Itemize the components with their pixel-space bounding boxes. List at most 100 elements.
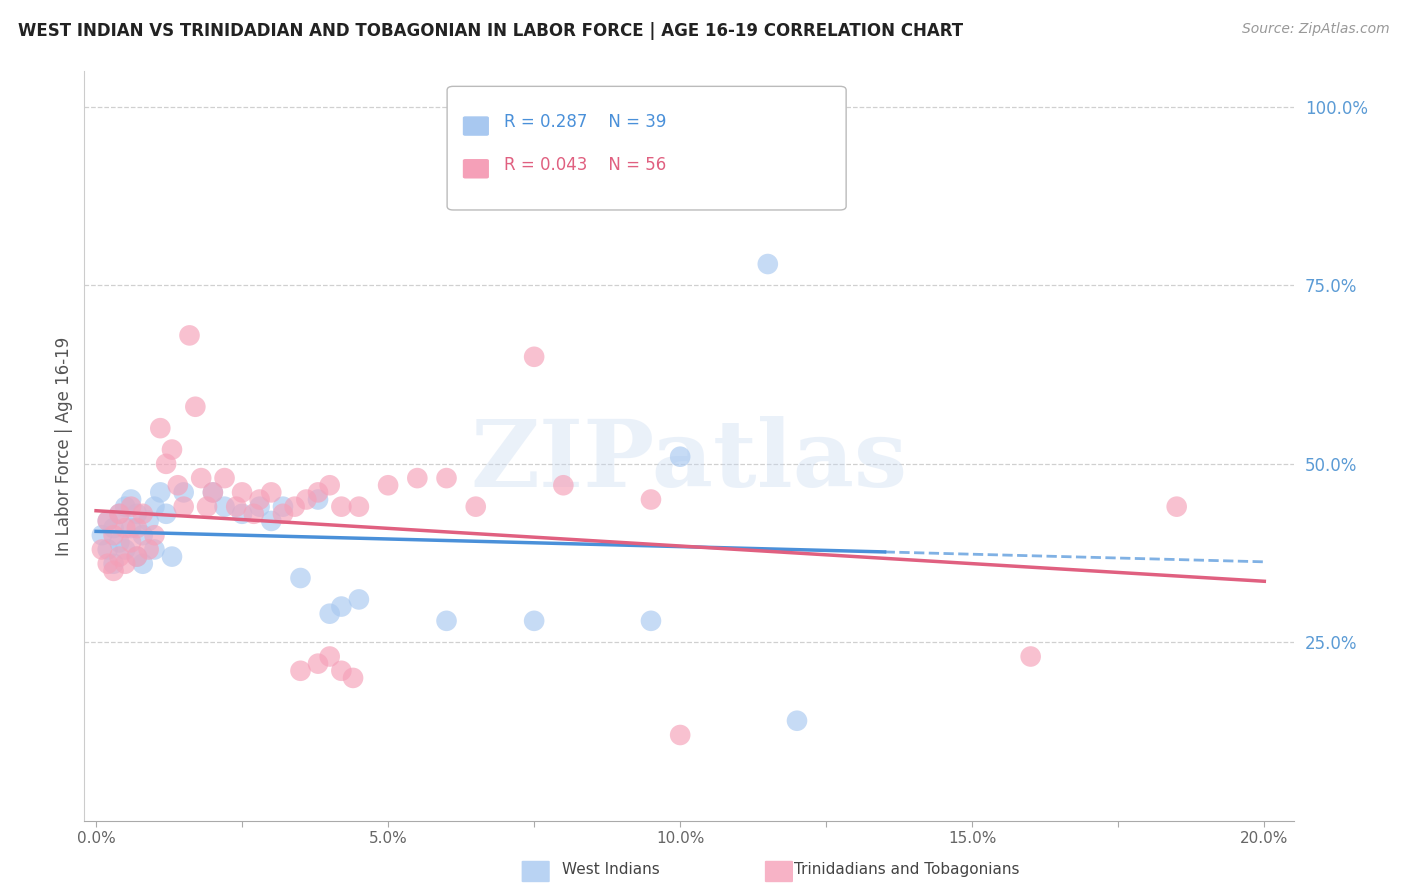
Point: [138, 514, 160, 528]
Point: [138, 542, 160, 557]
Point: [553, 478, 575, 492]
Text: ZIPatlas: ZIPatlas: [471, 416, 907, 506]
Point: [307, 657, 329, 671]
Point: [120, 492, 142, 507]
Point: [290, 571, 312, 585]
Point: [225, 500, 247, 514]
Text: West Indians: West Indians: [562, 863, 661, 877]
Point: [120, 521, 142, 535]
Point: [114, 557, 136, 571]
Point: [184, 400, 207, 414]
Point: [90, 542, 112, 557]
Point: [330, 664, 353, 678]
Point: [271, 507, 294, 521]
Point: [108, 549, 131, 564]
Point: [160, 442, 183, 457]
Point: [669, 728, 692, 742]
Point: [523, 350, 546, 364]
Point: [436, 471, 458, 485]
Point: [132, 557, 155, 571]
Point: [318, 607, 340, 621]
Point: [347, 500, 370, 514]
Point: [295, 492, 318, 507]
Point: [249, 492, 271, 507]
FancyBboxPatch shape: [463, 159, 489, 178]
Point: [103, 564, 125, 578]
FancyBboxPatch shape: [447, 87, 846, 210]
Point: [330, 500, 353, 514]
Point: [125, 507, 148, 521]
Point: [464, 500, 486, 514]
Point: [290, 664, 312, 678]
Point: [120, 500, 142, 514]
Point: [231, 507, 253, 521]
Point: [1019, 649, 1042, 664]
Point: [97, 514, 120, 528]
Point: [347, 592, 370, 607]
Point: [160, 549, 183, 564]
Text: WEST INDIAN VS TRINIDADIAN AND TOBAGONIAN IN LABOR FORCE | AGE 16-19 CORRELATION: WEST INDIAN VS TRINIDADIAN AND TOBAGONIA…: [18, 22, 963, 40]
Point: [90, 528, 112, 542]
Point: [155, 507, 177, 521]
Point: [179, 328, 201, 343]
Point: [214, 471, 236, 485]
Point: [523, 614, 546, 628]
Point: [190, 471, 212, 485]
Point: [271, 500, 294, 514]
Point: [342, 671, 364, 685]
Point: [173, 485, 195, 500]
Point: [108, 535, 131, 549]
Point: [166, 478, 188, 492]
Text: Trinidadians and Tobagonians: Trinidadians and Tobagonians: [794, 863, 1019, 877]
Point: [201, 485, 224, 500]
Point: [640, 492, 662, 507]
Point: [231, 485, 253, 500]
Point: [97, 514, 120, 528]
Point: [669, 450, 692, 464]
Point: [214, 500, 236, 514]
Point: [132, 528, 155, 542]
Point: [103, 521, 125, 535]
Point: [307, 485, 329, 500]
Point: [249, 500, 271, 514]
Text: R = 0.043    N = 56: R = 0.043 N = 56: [503, 156, 666, 174]
Point: [786, 714, 808, 728]
Point: [260, 514, 283, 528]
Point: [108, 507, 131, 521]
Point: [242, 507, 264, 521]
Point: [97, 542, 120, 557]
Point: [195, 500, 218, 514]
Point: [377, 478, 399, 492]
Point: [330, 599, 353, 614]
Point: [284, 500, 307, 514]
Text: Source: ZipAtlas.com: Source: ZipAtlas.com: [1241, 22, 1389, 37]
Point: [318, 649, 340, 664]
Point: [307, 492, 329, 507]
Point: [125, 549, 148, 564]
Point: [318, 478, 340, 492]
Point: [173, 500, 195, 514]
Point: [201, 485, 224, 500]
Point: [143, 542, 166, 557]
Point: [120, 535, 142, 549]
Point: [436, 614, 458, 628]
Point: [114, 542, 136, 557]
Point: [125, 521, 148, 535]
Point: [143, 528, 166, 542]
Text: R = 0.287    N = 39: R = 0.287 N = 39: [503, 113, 666, 131]
Point: [143, 500, 166, 514]
Point: [406, 471, 429, 485]
Point: [149, 485, 172, 500]
Point: [103, 528, 125, 542]
Point: [640, 614, 662, 628]
Point: [108, 507, 131, 521]
Point: [114, 500, 136, 514]
FancyBboxPatch shape: [463, 116, 489, 136]
Point: [149, 421, 172, 435]
Point: [260, 485, 283, 500]
Point: [1166, 500, 1188, 514]
Point: [125, 549, 148, 564]
Point: [756, 257, 779, 271]
Point: [155, 457, 177, 471]
Point: [97, 557, 120, 571]
